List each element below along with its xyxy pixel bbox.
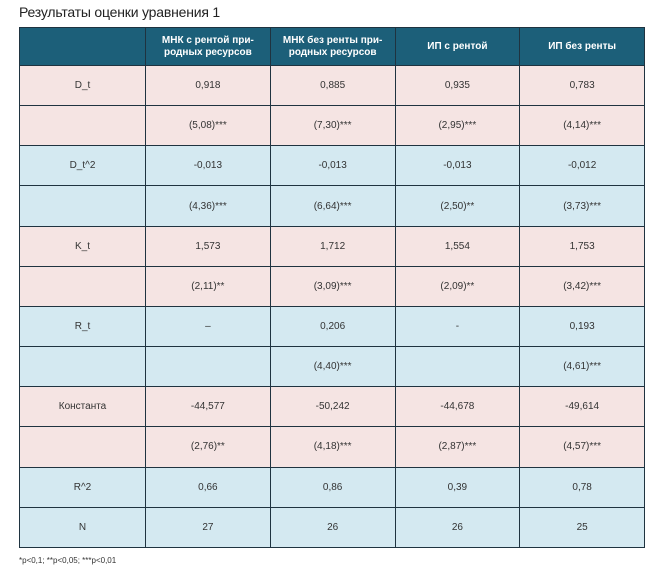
row-label-cell: N bbox=[19, 506, 146, 549]
value-cell: (4,57)*** bbox=[519, 426, 645, 468]
table-row: D_t^2 -0,013 -0,013 -0,013 -0,012 bbox=[19, 145, 645, 187]
table-row: D_t 0,918 0,885 0,935 0,783 bbox=[19, 64, 645, 107]
table-row: Константа -44,577 -50,242 -44,678 -49,614 bbox=[19, 386, 645, 428]
value-cell: (2,11)** bbox=[145, 265, 271, 307]
value-cell: – bbox=[145, 305, 271, 348]
row-label-cell bbox=[19, 105, 146, 147]
value-cell: 0,206 bbox=[269, 305, 396, 348]
row-label-cell bbox=[19, 185, 146, 227]
value-cell: (6,64)*** bbox=[269, 185, 396, 227]
table-row: (4,40)*** (4,61)*** bbox=[19, 346, 645, 388]
value-cell: 25 bbox=[519, 506, 645, 549]
value-cell: -49,614 bbox=[519, 386, 645, 428]
value-cell: 0,193 bbox=[519, 305, 645, 348]
value-cell: -44,678 bbox=[394, 386, 521, 428]
value-cell: (3,73)*** bbox=[519, 185, 645, 227]
row-label-cell: R_t bbox=[19, 305, 146, 348]
value-cell: (4,61)*** bbox=[519, 346, 645, 388]
value-cell: -0,013 bbox=[145, 145, 271, 187]
value-cell: (4,18)*** bbox=[269, 426, 396, 468]
value-cell: -0,013 bbox=[269, 145, 396, 187]
value-cell: (2,76)** bbox=[145, 426, 271, 468]
table-row: (2,11)** (3,09)*** (2,09)** (3,42)*** bbox=[19, 265, 645, 307]
table-row: R_t –0,206-0,193 bbox=[19, 305, 645, 348]
value-cell: 26 bbox=[269, 506, 396, 549]
value-cell: 1,753 bbox=[519, 225, 645, 267]
value-cell: (2,87)*** bbox=[394, 426, 521, 468]
table-row: (5,08)*** (7,30)*** (2,95)*** (4,14)*** bbox=[19, 105, 645, 147]
value-cell: (7,30)*** bbox=[269, 105, 396, 147]
value-cell: (2,95)*** bbox=[394, 105, 521, 147]
row-label-cell: R^2 bbox=[19, 466, 146, 508]
value-cell: (4,36)*** bbox=[145, 185, 271, 227]
table-row: (2,76)** (4,18)*** (2,87)*** (4,57)*** bbox=[19, 426, 645, 468]
value-cell: 1,573 bbox=[145, 225, 271, 267]
value-cell: (4,14)*** bbox=[519, 105, 645, 147]
value-cell: 1,554 bbox=[394, 225, 521, 267]
value-cell: 0,918 bbox=[145, 64, 271, 107]
value-cell: -44,577 bbox=[145, 386, 271, 428]
column-header: ИП с рентой bbox=[394, 27, 521, 66]
header-row: МНК с рентой при-родных ресурсов МНК без… bbox=[19, 27, 645, 66]
value-cell: 0,66 bbox=[145, 466, 271, 508]
row-label-cell: Константа bbox=[19, 386, 146, 428]
value-cell: 1,712 bbox=[269, 225, 396, 267]
value-cell bbox=[145, 346, 271, 388]
table-row: (4,36)*** (6,64)*** (2,50)** (3,73)*** bbox=[19, 185, 645, 227]
table-row: N 27 26 26 25 bbox=[19, 506, 645, 549]
value-cell: 0,78 bbox=[519, 466, 645, 508]
value-cell: (2,50)** bbox=[394, 185, 521, 227]
column-header bbox=[19, 27, 146, 66]
value-cell: 0,935 bbox=[394, 64, 521, 107]
row-label-cell: D_t^2 bbox=[19, 145, 146, 187]
table-title: Результаты оценки уравнения 1 bbox=[19, 4, 221, 20]
value-cell: 27 bbox=[145, 506, 271, 549]
table-row: K_t 1,573 1,712 1,554 1,753 bbox=[19, 225, 645, 267]
value-cell: 0,86 bbox=[269, 466, 396, 508]
row-label-cell: K_t bbox=[19, 225, 146, 267]
value-cell: (4,40)*** bbox=[269, 346, 396, 388]
row-label-cell bbox=[19, 346, 146, 388]
value-cell: -0,013 bbox=[394, 145, 521, 187]
value-cell: (3,09)*** bbox=[269, 265, 396, 307]
value-cell: 0,885 bbox=[269, 64, 396, 107]
value-cell bbox=[394, 346, 521, 388]
results-table: МНК с рентой при-родных ресурсов МНК без… bbox=[19, 27, 645, 549]
value-cell: -0,012 bbox=[519, 145, 645, 187]
column-header: МНК с рентой при-родных ресурсов bbox=[145, 27, 271, 66]
row-label-cell bbox=[19, 265, 146, 307]
value-cell: 26 bbox=[394, 506, 521, 549]
value-cell: (2,09)** bbox=[394, 265, 521, 307]
value-cell: - bbox=[394, 305, 521, 348]
row-label-cell bbox=[19, 426, 146, 468]
significance-footnote: *p<0,1; **p<0,05; ***p<0,01 bbox=[19, 556, 117, 565]
table-row: R^2 0,66 0,86 0,39 0,78 bbox=[19, 466, 645, 508]
row-label-cell: D_t bbox=[19, 64, 146, 107]
column-header: МНК без ренты при-родных ресурсов bbox=[269, 27, 396, 66]
value-cell: 0,783 bbox=[519, 64, 645, 107]
value-cell: (5,08)*** bbox=[145, 105, 271, 147]
column-header: ИП без ренты bbox=[519, 27, 645, 66]
value-cell: (3,42)*** bbox=[519, 265, 645, 307]
value-cell: 0,39 bbox=[394, 466, 521, 508]
value-cell: -50,242 bbox=[269, 386, 396, 428]
